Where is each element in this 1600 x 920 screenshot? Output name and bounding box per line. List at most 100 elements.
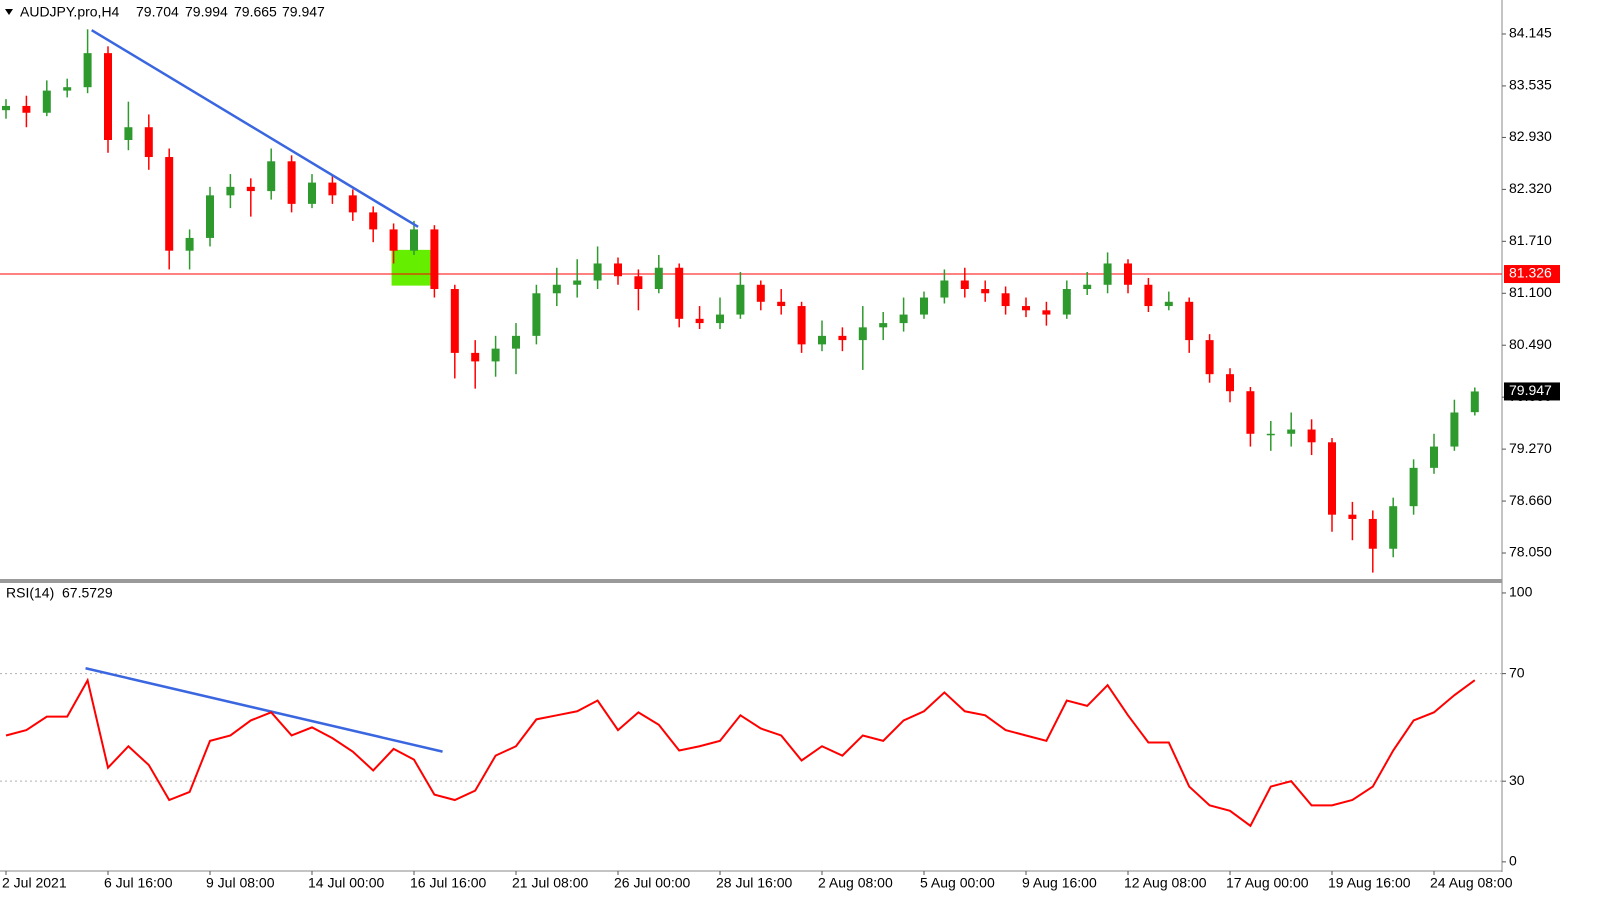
candle-body — [634, 276, 643, 290]
y-tick-label: 82.930 — [1509, 128, 1552, 144]
candle-body — [287, 161, 296, 204]
trendline — [91, 29, 419, 228]
candle-body — [552, 284, 561, 294]
header-low: 79.665 — [234, 4, 277, 20]
candle-body — [1103, 263, 1112, 285]
x-tick-label: 16 Jul 16:00 — [410, 875, 486, 891]
candle-body — [1001, 293, 1010, 307]
candle-body — [1226, 374, 1234, 392]
candle-body — [22, 105, 31, 113]
candle-body — [165, 157, 174, 251]
candle-body — [1022, 306, 1030, 311]
candle-body — [736, 284, 745, 315]
rsi-trendline — [85, 667, 443, 753]
candle-body — [1470, 391, 1479, 413]
candle-body — [328, 182, 337, 196]
highlight-box — [391, 249, 437, 286]
candle-body — [614, 263, 622, 277]
level-price-tag: 81.326 — [1509, 265, 1552, 281]
candle-body — [920, 297, 928, 315]
candle-body — [1164, 301, 1173, 307]
header-close: 79.947 — [282, 4, 325, 20]
candle-body — [369, 212, 378, 230]
last-price-tag: 79.947 — [1509, 382, 1552, 398]
candle-body — [593, 263, 602, 281]
candle-body — [185, 237, 194, 251]
candle-body — [491, 348, 500, 362]
candle-body — [1083, 284, 1092, 290]
candle-body — [654, 267, 663, 290]
level-price-tag-bg — [1504, 265, 1560, 284]
candle-body — [1042, 310, 1051, 315]
candle-body — [1144, 284, 1153, 307]
rsi-y-tick-label: 100 — [1509, 584, 1533, 600]
x-tick-label: 28 Jul 16:00 — [716, 875, 792, 891]
x-tick-label: 14 Jul 00:00 — [308, 875, 384, 891]
candle-body — [675, 267, 684, 319]
candle-body — [246, 186, 255, 192]
candle-body — [1124, 263, 1132, 285]
candle-body — [1409, 467, 1418, 507]
candle-body — [940, 280, 949, 298]
candle-body — [1389, 506, 1398, 549]
candle-body — [104, 53, 112, 140]
candle-body — [899, 314, 908, 324]
x-tick-label: 2 Jul 2021 — [2, 875, 67, 891]
candle-body — [695, 318, 704, 324]
x-tick-label: 17 Aug 00:00 — [1226, 875, 1309, 891]
candle-body — [1246, 391, 1255, 434]
candle-body — [1205, 340, 1214, 375]
candle-body — [471, 352, 480, 362]
y-tick-label: 79.270 — [1509, 440, 1552, 456]
candle-body — [573, 280, 582, 285]
x-tick-label: 19 Aug 16:00 — [1328, 875, 1411, 891]
candle-body — [1062, 289, 1071, 315]
header-high: 79.994 — [185, 4, 228, 20]
x-tick-label: 2 Aug 08:00 — [818, 875, 893, 891]
candle-body — [226, 186, 235, 196]
candle-body — [83, 53, 92, 88]
rsi-y-tick-label: 0 — [1509, 853, 1517, 869]
candle-body — [267, 161, 276, 192]
y-tick-label: 78.660 — [1509, 492, 1552, 508]
candle-body — [838, 335, 847, 341]
candle-body — [42, 90, 51, 113]
candle-body — [63, 87, 72, 91]
x-tick-label: 9 Aug 16:00 — [1022, 875, 1097, 891]
rsi-y-tick-label: 70 — [1509, 664, 1525, 680]
y-tick-label: 84.145 — [1509, 25, 1552, 41]
x-tick-label: 26 Jul 00:00 — [614, 875, 690, 891]
last-price-tag-bg — [1504, 382, 1560, 401]
candle-body — [410, 229, 418, 251]
x-tick-label: 5 Aug 00:00 — [920, 875, 995, 891]
y-tick-label: 81.100 — [1509, 284, 1552, 300]
header-open: 79.704 — [136, 4, 179, 20]
candle-body — [797, 306, 806, 345]
x-tick-label: 6 Jul 16:00 — [104, 875, 173, 891]
rsi-y-tick-label: 30 — [1509, 772, 1525, 788]
candle-body — [389, 229, 398, 251]
candle-body — [1430, 446, 1438, 468]
pane-separator — [0, 579, 1502, 583]
x-tick-label: 24 Aug 08:00 — [1430, 875, 1513, 891]
rsi-title: RSI(14) — [6, 585, 54, 601]
candle-body — [756, 284, 765, 302]
candle-body — [348, 195, 357, 213]
x-tick-label: 12 Aug 08:00 — [1124, 875, 1207, 891]
candle-body — [1307, 429, 1316, 443]
candle-body — [308, 182, 316, 204]
candle-body — [1450, 412, 1459, 447]
candle-body — [1287, 429, 1296, 434]
collapse-icon[interactable] — [5, 9, 13, 15]
y-tick-label: 83.535 — [1509, 77, 1552, 93]
candle-body — [716, 314, 724, 324]
candle-body — [2, 105, 10, 111]
y-tick-label: 81.710 — [1509, 232, 1552, 248]
y-tick-label: 80.490 — [1509, 336, 1552, 352]
x-tick-label: 9 Jul 08:00 — [206, 875, 275, 891]
candle-body — [512, 335, 520, 349]
candle-body — [1368, 518, 1377, 549]
candle-body — [1328, 442, 1336, 515]
